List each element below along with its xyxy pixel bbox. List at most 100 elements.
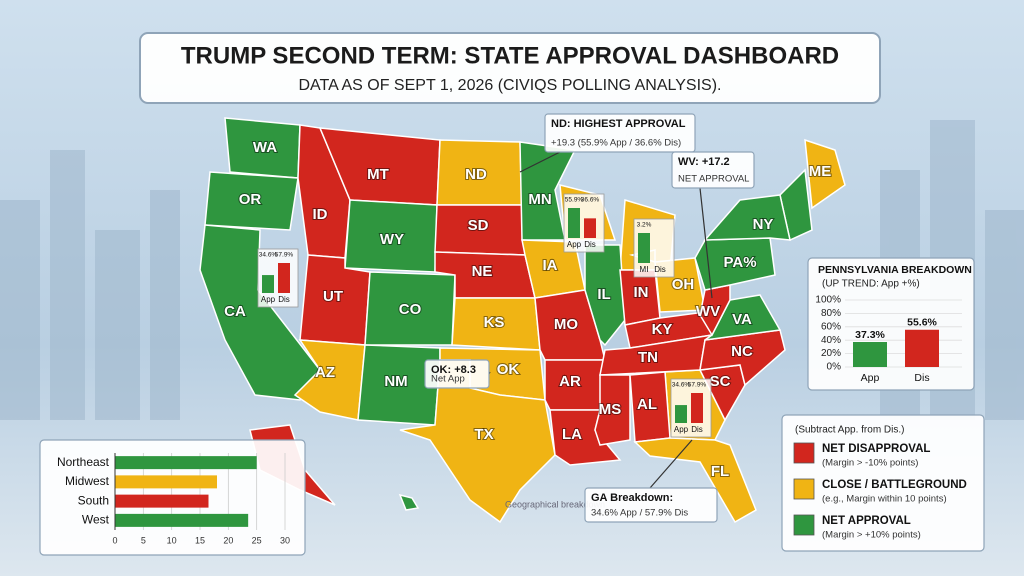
legend-swatch: [793, 514, 815, 536]
legend-box: [781, 414, 985, 552]
legend-swatch: [793, 442, 815, 464]
state: [699, 284, 731, 337]
state: [204, 171, 299, 231]
callout-box: [584, 487, 718, 523]
callout-title: ND: HIGHEST APPROVAL: [551, 118, 686, 130]
y-tick-label: South: [78, 493, 109, 507]
x-tick-label: 5: [141, 535, 146, 545]
state-label: MT: [367, 166, 389, 183]
y-tick-label: Midwest: [65, 474, 110, 488]
state-label: IN: [634, 284, 649, 301]
state-label: KS: [484, 314, 505, 331]
y-tick-label: 40%: [821, 335, 841, 346]
state-label: WY: [380, 231, 404, 248]
state-label: CO: [399, 301, 422, 318]
value-label: 37.3%: [855, 329, 885, 341]
state: [703, 194, 791, 241]
state-label: AZ: [315, 364, 335, 381]
title: TRUMP SECOND TERM: STATE APPROVAL DASHBO…: [181, 42, 839, 69]
legend-swatch: [793, 478, 815, 500]
bar: [905, 329, 939, 367]
state-label: FL: [711, 463, 729, 480]
state-label: MO: [554, 316, 578, 333]
callout-box: [544, 113, 696, 153]
state-label: OH: [672, 276, 695, 293]
state-label: IL: [597, 286, 610, 303]
state-label: NE: [472, 263, 493, 280]
callout-title: OK: +8.3: [431, 364, 476, 376]
callout-line: [649, 439, 693, 489]
state-label: NC: [731, 343, 753, 360]
x-tick-label: 25: [252, 535, 262, 545]
callout-text: Net App: [431, 374, 465, 385]
state-label: AR: [559, 373, 581, 390]
state-label: NY: [753, 216, 774, 233]
map-note: Geographical breakdown: [505, 499, 605, 509]
mini-category: App: [261, 295, 276, 304]
map: WA OR CA ID MT WY UT AZ CO NM ND SD NE KS OK TX MN IA MO AR…: [199, 117, 846, 524]
state-label: LA: [562, 426, 582, 443]
state-label: AL: [637, 396, 657, 413]
state-label: TN: [638, 349, 658, 366]
pa-title: PENNSYLVANIA BREAKDOWN: [818, 264, 972, 276]
state-label: OK: [497, 361, 520, 378]
mini-category: Dis: [654, 265, 666, 274]
legend-text: (Margin > +10% points): [822, 530, 921, 541]
x-tick-label: 0: [112, 535, 117, 545]
legend-title: NET APPROVAL: [822, 515, 911, 527]
state-label: WA: [253, 139, 277, 156]
state-label: PA%: [723, 254, 756, 271]
y-tick-label: Northeast: [57, 455, 110, 469]
mini-category: MI: [640, 265, 649, 274]
legend-title: CLOSE / BATTLEGROUND: [822, 479, 967, 491]
mini-bar: [675, 405, 687, 423]
state-label: CA: [224, 303, 246, 320]
legend-note: (Subtract App. from Dis.): [795, 425, 904, 436]
y-tick-label: 80%: [821, 308, 841, 319]
state-label: ID: [313, 206, 328, 223]
state: [804, 138, 846, 210]
mini-value-label: 55.9%: [565, 197, 584, 204]
y-tick-label: 20%: [821, 348, 841, 359]
state-label: SD: [468, 217, 489, 234]
callout-box: [671, 151, 755, 189]
mini-value-label: 36.6%: [581, 197, 600, 204]
state-label: VA: [732, 311, 752, 328]
state: [633, 437, 757, 524]
legend-text: (e.g., Margin within 10 points): [822, 494, 947, 505]
callout-text: 34.6% App / 57.9% Dis: [591, 508, 688, 519]
subtitle: DATA AS OF SEPT 1, 2026 (CIVIQS POLLING …: [299, 77, 722, 94]
overlay: Geographical breakdown ND: HIGHEST APPROV…: [39, 113, 985, 556]
mini-value-label: 3.2%: [637, 222, 652, 229]
legend-text: (Margin > -10% points): [822, 458, 918, 469]
mini-category: App: [567, 240, 582, 249]
bar: [115, 456, 257, 470]
y-tick-label: 0%: [827, 362, 842, 373]
bar: [115, 513, 249, 527]
state: [398, 493, 420, 511]
state-label: NM: [384, 373, 407, 390]
state-label: WV: [696, 303, 720, 320]
mini-category: Dis: [278, 295, 290, 304]
bar: [853, 342, 887, 367]
state-label: IA: [543, 257, 558, 274]
x-tick-label: 30: [280, 535, 290, 545]
state-label: MS: [599, 401, 622, 418]
pa-subtitle: (UP TREND: App +%): [822, 279, 920, 290]
mini-value-label: 57.9%: [275, 252, 294, 259]
x-tick-label: 10: [167, 535, 177, 545]
y-tick-label: 100%: [815, 295, 841, 306]
mini-value-label: 57.9%: [688, 382, 707, 389]
state-label: ME: [809, 163, 832, 180]
state-label: ND: [465, 166, 487, 183]
y-tick-label: 60%: [821, 321, 841, 332]
mini-bar: [584, 218, 596, 238]
mini-category: Dis: [691, 425, 703, 434]
legend-title: NET DISAPPROVAL: [822, 443, 930, 455]
mini-bar: [278, 263, 290, 293]
callout-title: GA Breakdown:: [591, 492, 673, 504]
x-tick-label: App: [861, 372, 880, 384]
y-tick-label: West: [82, 513, 110, 527]
callout-box: [424, 359, 490, 389]
callout-text: +19.3 (55.9% App / 36.6% Dis): [551, 138, 681, 149]
